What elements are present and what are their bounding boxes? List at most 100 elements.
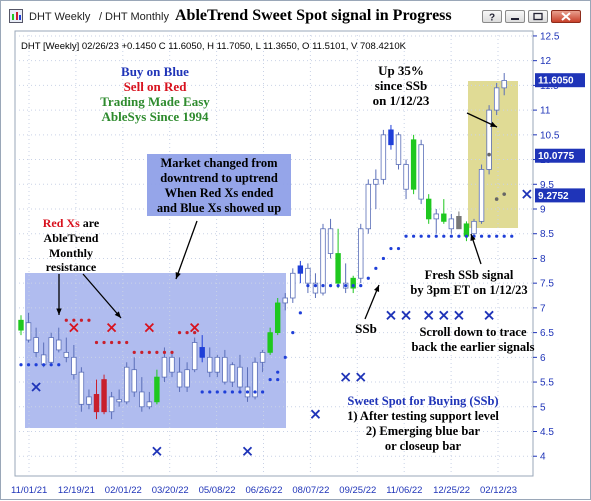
arrow-ssb-head — [374, 285, 380, 292]
support-dot — [366, 276, 370, 280]
support-dot — [26, 363, 31, 367]
support-dot — [291, 331, 295, 335]
support-dot — [283, 355, 287, 359]
resistance-dot — [94, 340, 99, 345]
chart-title: AbleTrend Sweet Spot signal in Progress — [175, 7, 452, 24]
tab-monthly[interactable]: DHT Monthly — [105, 11, 169, 23]
tab-weekly[interactable]: DHT Weekly — [29, 11, 91, 23]
y-tick-label-6: 7 — [540, 303, 546, 314]
red-x-marker-stroke — [190, 323, 200, 333]
support-dot — [336, 284, 340, 288]
buy-on-blue-note: Buy on Blue — [121, 64, 189, 79]
resistance-dot — [155, 350, 159, 354]
candle-body — [471, 220, 477, 235]
y-tick-label-0: 4 — [540, 452, 546, 463]
restore-icon — [533, 12, 543, 21]
candle-body — [78, 371, 85, 405]
candle-body — [365, 183, 371, 230]
support-dot — [374, 266, 378, 270]
sweet-spot-note-line-3: 2) Emerging blue bar — [365, 424, 481, 438]
price-box-bg-1 — [535, 148, 585, 163]
sell-on-red-note: Sell on Red — [123, 79, 187, 94]
gray-dot — [494, 197, 499, 201]
red-x-marker-stroke — [106, 323, 117, 333]
red-xs-note-line-1: Red Xs are — [31, 216, 111, 231]
candle-body — [56, 339, 62, 351]
arrow-red-xs-2-head — [114, 311, 121, 318]
resistance-dot — [102, 340, 106, 345]
fresh-ssb-note-line-2: by 3pm ET on 1/12/23 — [410, 283, 528, 297]
ssb-label: SSb — [355, 321, 377, 336]
blue-x-marker-stroke — [522, 189, 532, 199]
candle-body — [501, 80, 507, 89]
support-dot — [389, 246, 393, 251]
arrow-red-xs-1-head — [56, 308, 62, 315]
ssb-gain-shade — [468, 81, 518, 228]
candle-body — [373, 178, 379, 185]
scroll-down-note-line-1: Scroll down to trace — [419, 325, 527, 339]
candle-body — [131, 369, 137, 393]
support-dot — [442, 234, 446, 238]
resistance-dot — [64, 318, 68, 322]
candle-body — [33, 337, 39, 353]
signal-dots — [19, 152, 514, 394]
blue-x-marker — [424, 310, 434, 320]
candle-body — [214, 356, 220, 373]
minimize-button[interactable] — [505, 10, 525, 23]
support-dot — [313, 284, 318, 288]
arrow-red-xs-2 — [82, 273, 122, 319]
x-tick-label-3: 03/20/22 — [152, 485, 189, 496]
support-dot — [223, 390, 227, 394]
arrow-market-changed — [175, 220, 198, 280]
maximize-button[interactable] — [528, 10, 548, 23]
support-dot — [404, 234, 408, 238]
market-changed-line-1: Market changed from — [160, 156, 278, 170]
price-box-label-1: 10.0775 — [538, 151, 575, 162]
y-tick-label-9: 8.5 — [540, 229, 554, 240]
y-tick-label-16: 12 — [540, 56, 552, 67]
candle-body — [18, 319, 24, 331]
close-button[interactable] — [551, 10, 581, 23]
support-dot — [298, 311, 302, 315]
blue-x-marker-stroke — [386, 310, 396, 320]
x-tick-label-7: 09/25/22 — [339, 485, 376, 496]
help-button[interactable]: ? — [482, 10, 502, 23]
support-dot — [208, 390, 212, 394]
resistance-dot — [177, 331, 182, 335]
red-x-marker — [144, 323, 154, 333]
support-dot — [276, 370, 280, 374]
market-changed-line-2: downtrend to uptrend — [160, 171, 278, 185]
blue-x-marker — [310, 409, 321, 419]
red-x-marker-stroke — [144, 323, 154, 333]
support-dot — [57, 363, 61, 367]
red-x-marker — [190, 323, 200, 333]
support-dot — [487, 234, 491, 238]
support-dot — [457, 234, 461, 238]
red-x-marker — [69, 323, 79, 333]
support-dot — [344, 284, 348, 288]
support-dot — [510, 234, 514, 238]
support-dot — [427, 234, 431, 238]
blue-x-marker — [356, 372, 366, 382]
blue-x-marker-stroke — [401, 310, 411, 320]
up-35-note-line-2: since SSb — [374, 78, 428, 93]
blue-x-marker-stroke — [454, 310, 464, 320]
red-x-marker — [106, 323, 117, 333]
candle-body — [63, 351, 69, 358]
blue-x-marker-stroke — [484, 310, 494, 320]
support-dot — [464, 234, 469, 238]
support-dot — [434, 234, 438, 238]
candle-body — [418, 144, 424, 200]
resistance-dot — [125, 340, 129, 345]
resistance-dot — [132, 350, 136, 354]
arrow-market-changed-head — [175, 272, 181, 279]
blue-x-marker — [31, 382, 41, 392]
support-dot — [449, 234, 453, 238]
candle-body — [380, 134, 387, 180]
symbol-info-line: DHT [Weekly] 02/26/23 +0.1450 C 11.6050,… — [21, 41, 407, 52]
candle-body — [259, 351, 266, 363]
candle-body — [320, 228, 326, 294]
candle-body — [139, 391, 145, 408]
